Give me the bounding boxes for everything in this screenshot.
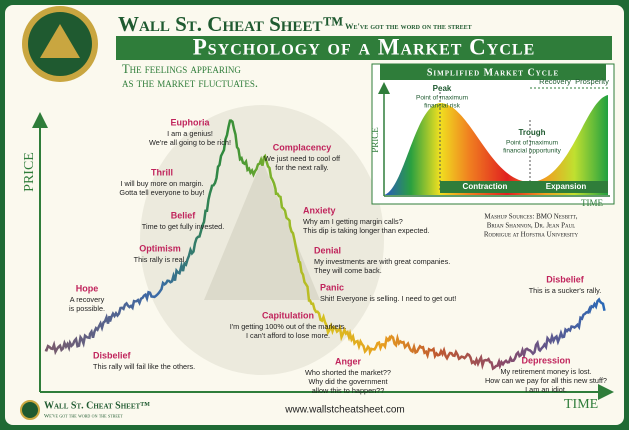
brand: Wall St. Cheat Sheet™ [118,12,343,36]
prosperity: Prosperity [575,77,609,86]
stage-text: This rally is real. [134,255,187,264]
stage-text: Shit! Everyone is selling. I need to get… [320,294,456,303]
stage-name: Anxiety [303,205,336,215]
footer-logo [20,400,40,420]
stage-text: How can we pay for all this new stuff? [485,376,607,385]
peak: Peak [433,84,452,93]
stage-name: Disbelief [546,274,585,284]
peak-note: financial risk [424,103,461,110]
stage-text: We're all going to be rich! [149,138,231,147]
stage-name: Capitulation [262,310,314,320]
stage-name: Depression [521,355,570,365]
title: Psychology of a Market Cycle [193,34,536,59]
stage-name: Denial [314,245,341,255]
stage-text: Gotta tell everyone to buy! [119,188,204,197]
subtitle: as the market fluctuates. [122,76,258,90]
watermark-pyramid [204,160,320,300]
stage-text: Why am I getting margin calls? [303,217,403,226]
subtitle: The feelings appearing [122,62,241,76]
stage-text: I'm getting 100% out of the markets. [230,322,347,331]
stage-text: is possible. [69,304,105,313]
stage-text: My retirement money is lost. [500,367,591,376]
stage-name: Panic [320,282,344,292]
contraction: Contraction [463,182,508,191]
stage-name: Anger [335,356,362,366]
stage-text: allow this to happen?? [312,386,385,395]
footer-tagline: We've got the word on the street [44,413,123,419]
stage-name: Disbelief [93,350,132,360]
sources: Brian Shannon, Dr. Jean Paul [487,222,576,230]
price-line [44,119,606,371]
title-banner [116,36,612,60]
stage-name: Belief [171,210,197,220]
stage-text: This rally will fail like the others. [93,362,195,371]
recovery: Recovery [539,77,571,86]
stage-text: We just need to cool off [264,154,341,163]
stage-name: Thrill [151,167,173,177]
stage-text: They will come back. [314,266,382,275]
stage-text: A recovery [70,295,105,304]
stage-text: Who shorted the market?? [305,368,391,377]
stage-name: Optimism [139,243,181,253]
inset-title-bar [380,64,606,80]
stage-text: Why did the government [308,377,387,386]
stage-text: Time to get fully invested. [142,222,224,231]
trough-note: financial opportunity [503,148,562,155]
stage-name: Complacency [273,142,332,152]
peak-note: Point of maximum [416,95,468,102]
sources: Rodrigue at Hofstra University [484,231,579,239]
trough-note: Point of maximum [506,140,558,147]
expansion: Expansion [546,182,587,191]
stage-text: I am a genius! [167,129,213,138]
stage-text: I am an idiot. [525,385,567,394]
stage-text: My investments are with great companies. [314,257,450,266]
x-axis-label: TIME [564,397,598,412]
stage-text: I can't afford to lose more. [246,331,330,340]
stage-text: I will buy more on margin. [120,179,203,188]
y-axis-label: PRICE [22,152,37,192]
phase-bar [440,181,608,193]
inset-title: Simplified Market Cycle [427,67,559,78]
stage-text: This is a sucker's rally. [529,286,602,295]
stage-text: This dip is taking longer than expected. [303,226,430,235]
inset-x-label: TIME [581,198,603,208]
stage-name: Euphoria [170,117,210,127]
logo-pyramid [40,24,80,58]
sources: Mashup Sources: BMO Nesbitt, [484,213,577,221]
inset-y-label: PRICE [370,127,380,153]
footer-brand: Wall St. Cheat Sheet™ [44,400,150,411]
tagline: We've got the word on the street [345,21,472,31]
footer-url: www.wallstcheatsheet.com [284,405,405,416]
stage-name: Hope [76,283,99,293]
stage-text: for the next rally. [275,163,328,172]
trough: Trough [518,128,545,137]
